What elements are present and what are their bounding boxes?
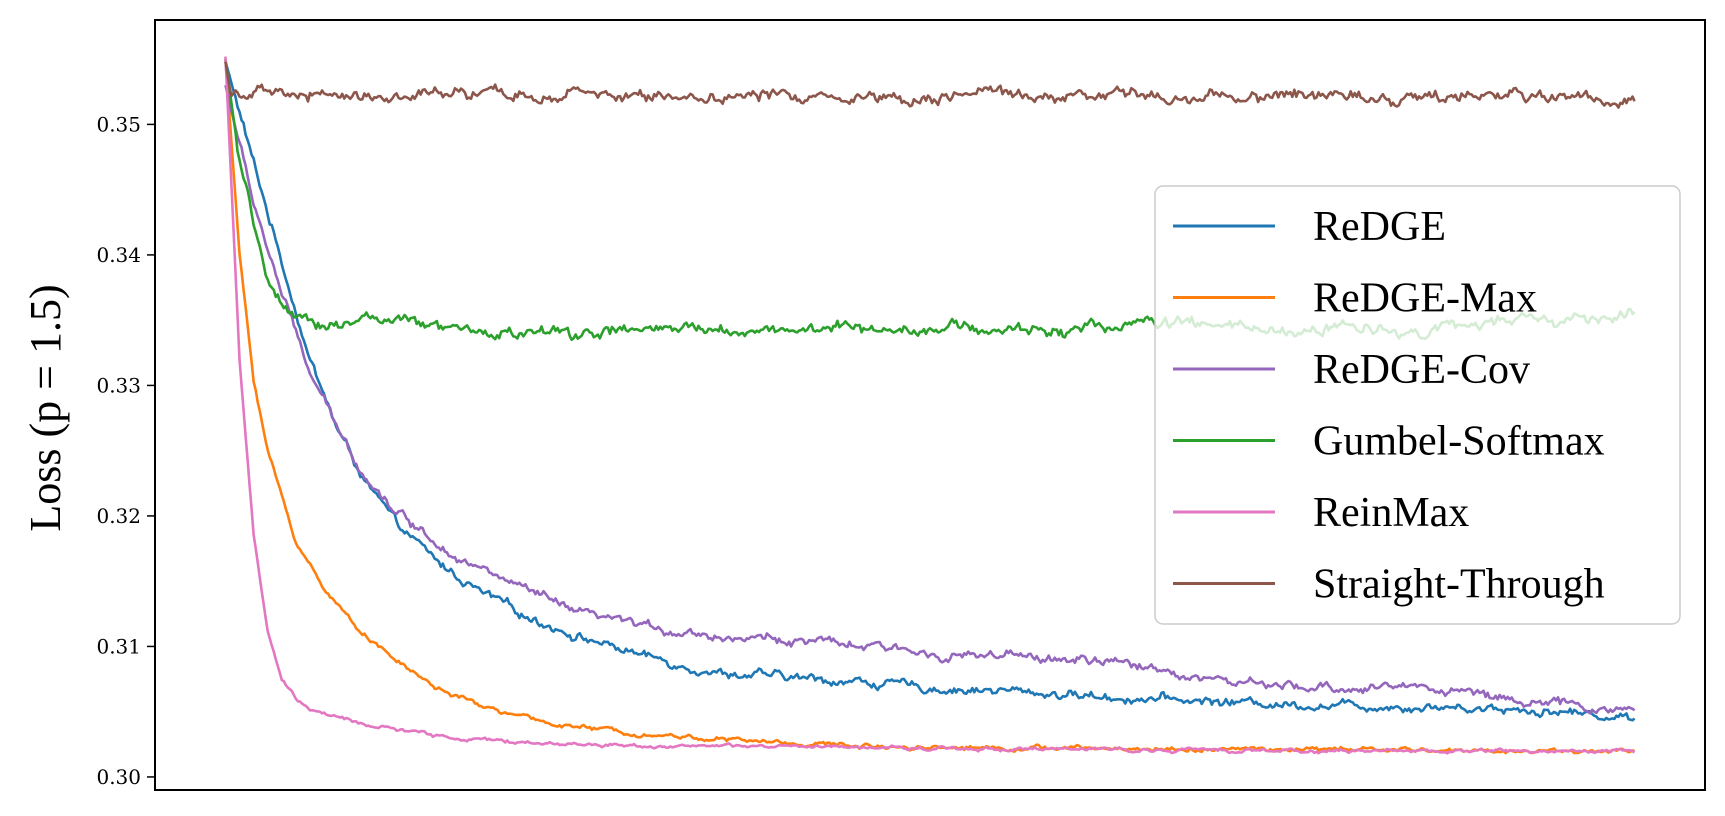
y-tick-label: 0.31 (96, 634, 141, 658)
legend-label: Gumbel-Softmax (1313, 419, 1605, 465)
y-tick-label: 0.33 (96, 373, 141, 397)
legend-label: ReDGE-Cov (1313, 347, 1530, 393)
legend: ReDGE ReDGE-Max ReDGE-Cov Gumbel-Softmax Rei… (1154, 185, 1681, 625)
series-layer (224, 56, 1636, 755)
y-tick-label: 0.34 (96, 243, 141, 267)
legend-label: ReDGE (1313, 204, 1446, 250)
legend-label: ReinMax (1313, 490, 1469, 536)
y-tick-label: 0.35 (96, 112, 141, 136)
y-axis-ticks: 0.30 0.31 0.32 0.33 0.34 0.35 (96, 112, 155, 789)
series-line-reinmax (224, 56, 1636, 755)
y-axis-label: Loss (p = 1.5) (21, 284, 70, 531)
series-line-redge-cov (224, 84, 1636, 715)
legend-box (1154, 185, 1681, 625)
legend-label: ReDGE-Max (1313, 276, 1537, 322)
legend-label: Straight-Through (1313, 562, 1605, 608)
y-tick-label: 0.32 (96, 504, 141, 528)
y-tick-label: 0.30 (96, 765, 141, 789)
plot-frame (154, 19, 1706, 791)
series-line-redge (224, 61, 1636, 722)
series-line-straight-through (224, 61, 1636, 109)
